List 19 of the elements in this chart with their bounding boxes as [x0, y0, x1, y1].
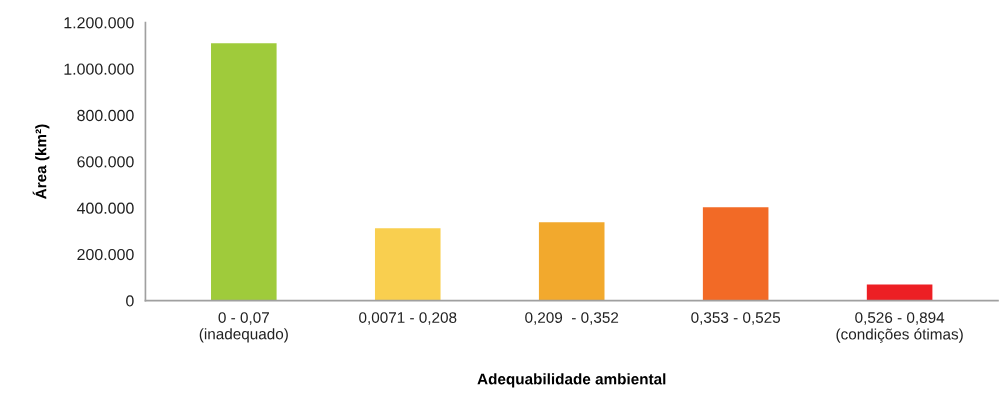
- bar: [374, 228, 441, 301]
- y-tick-label: 400.000: [76, 202, 134, 214]
- bar: [211, 43, 277, 301]
- x-tick-label: 0,0071 - 0,208: [359, 312, 457, 325]
- y-tick-label: 800.000: [77, 109, 134, 122]
- x-tick-label: 0 - 0,07 (inadequado): [199, 312, 288, 343]
- bar: [702, 207, 769, 301]
- bar: [538, 222, 605, 301]
- bar: [866, 284, 933, 301]
- x-tick-label: 0,209 - 0,352: [525, 312, 619, 325]
- y-tick-label: 1.000.000: [64, 63, 134, 75]
- x-axis-title: Adequabilidade ambiental: [477, 373, 666, 388]
- y-tick-label: 0: [126, 295, 134, 307]
- y-axis-title: Área (km²): [32, 124, 50, 199]
- y-tick-label: 200.000: [77, 248, 134, 261]
- x-tick-label: 0,526 - 0,894 (condições ótimas): [836, 312, 963, 343]
- y-tick-label: 1.200.000: [64, 17, 134, 29]
- y-tick-label: 600.000: [77, 156, 134, 168]
- x-tick-label: 0,353 - 0,525: [691, 312, 781, 325]
